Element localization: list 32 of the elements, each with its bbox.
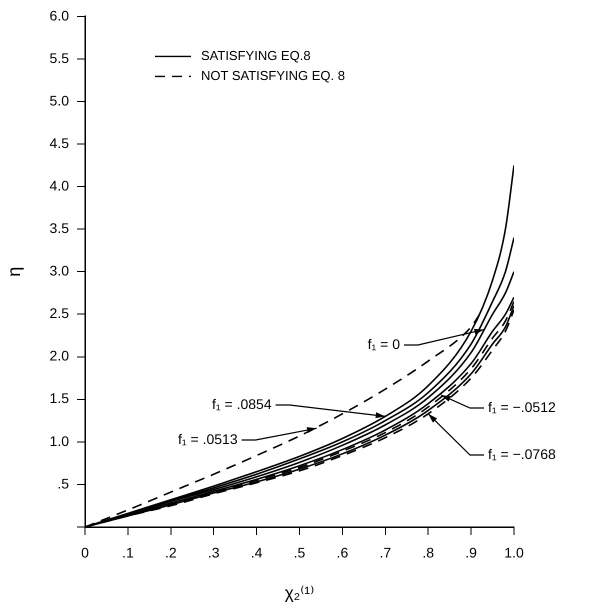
x-tick-label: .5 [294, 544, 306, 560]
x-tick-label: .6 [336, 544, 348, 560]
y-tick-label: 5.5 [50, 50, 70, 66]
annotation: f₁ = .0513 [178, 430, 238, 447]
y-tick-label: 4.0 [50, 177, 70, 194]
y-tick-label: 2.0 [50, 348, 70, 364]
y-tick-label: 1.0 [50, 432, 70, 449]
y-tick-label: 3.5 [50, 220, 70, 236]
x-tick-label: .1 [122, 544, 134, 560]
annotation: f₁ = −.0512 [488, 398, 556, 415]
x-tick-label: .9 [465, 544, 478, 560]
x-tick-label: .7 [379, 544, 392, 560]
y-tick-label: 5.0 [50, 92, 70, 108]
y-tick-label: 6.0 [50, 7, 70, 24]
y-axis-title: η [4, 266, 24, 277]
annotation: f₁ = 0 [368, 336, 400, 352]
x-tick-label: .4 [250, 544, 263, 560]
x-tick-label: 1.0 [504, 544, 524, 560]
x-axis-title: χ₂⁽¹⁾ [284, 583, 314, 602]
y-tick-label: 3.0 [50, 262, 70, 279]
y-tick-label: .5 [57, 475, 70, 492]
y-tick-label: 1.5 [50, 390, 70, 406]
x-tick-label: 0 [81, 544, 90, 560]
annotation: f₁ = .0854 [212, 396, 272, 412]
y-tick-label: 2.5 [50, 305, 70, 322]
legend-label: NOT SATISFYING EQ. 8 [201, 68, 345, 83]
annotation: f₁ = −.0768 [488, 446, 556, 462]
x-tick-label: .8 [422, 544, 434, 560]
legend-label: SATISFYING EQ.8 [201, 48, 311, 63]
x-tick-label: .2 [164, 544, 177, 560]
x-tick-label: .3 [208, 544, 220, 560]
y-tick-label: 4.5 [50, 134, 70, 151]
